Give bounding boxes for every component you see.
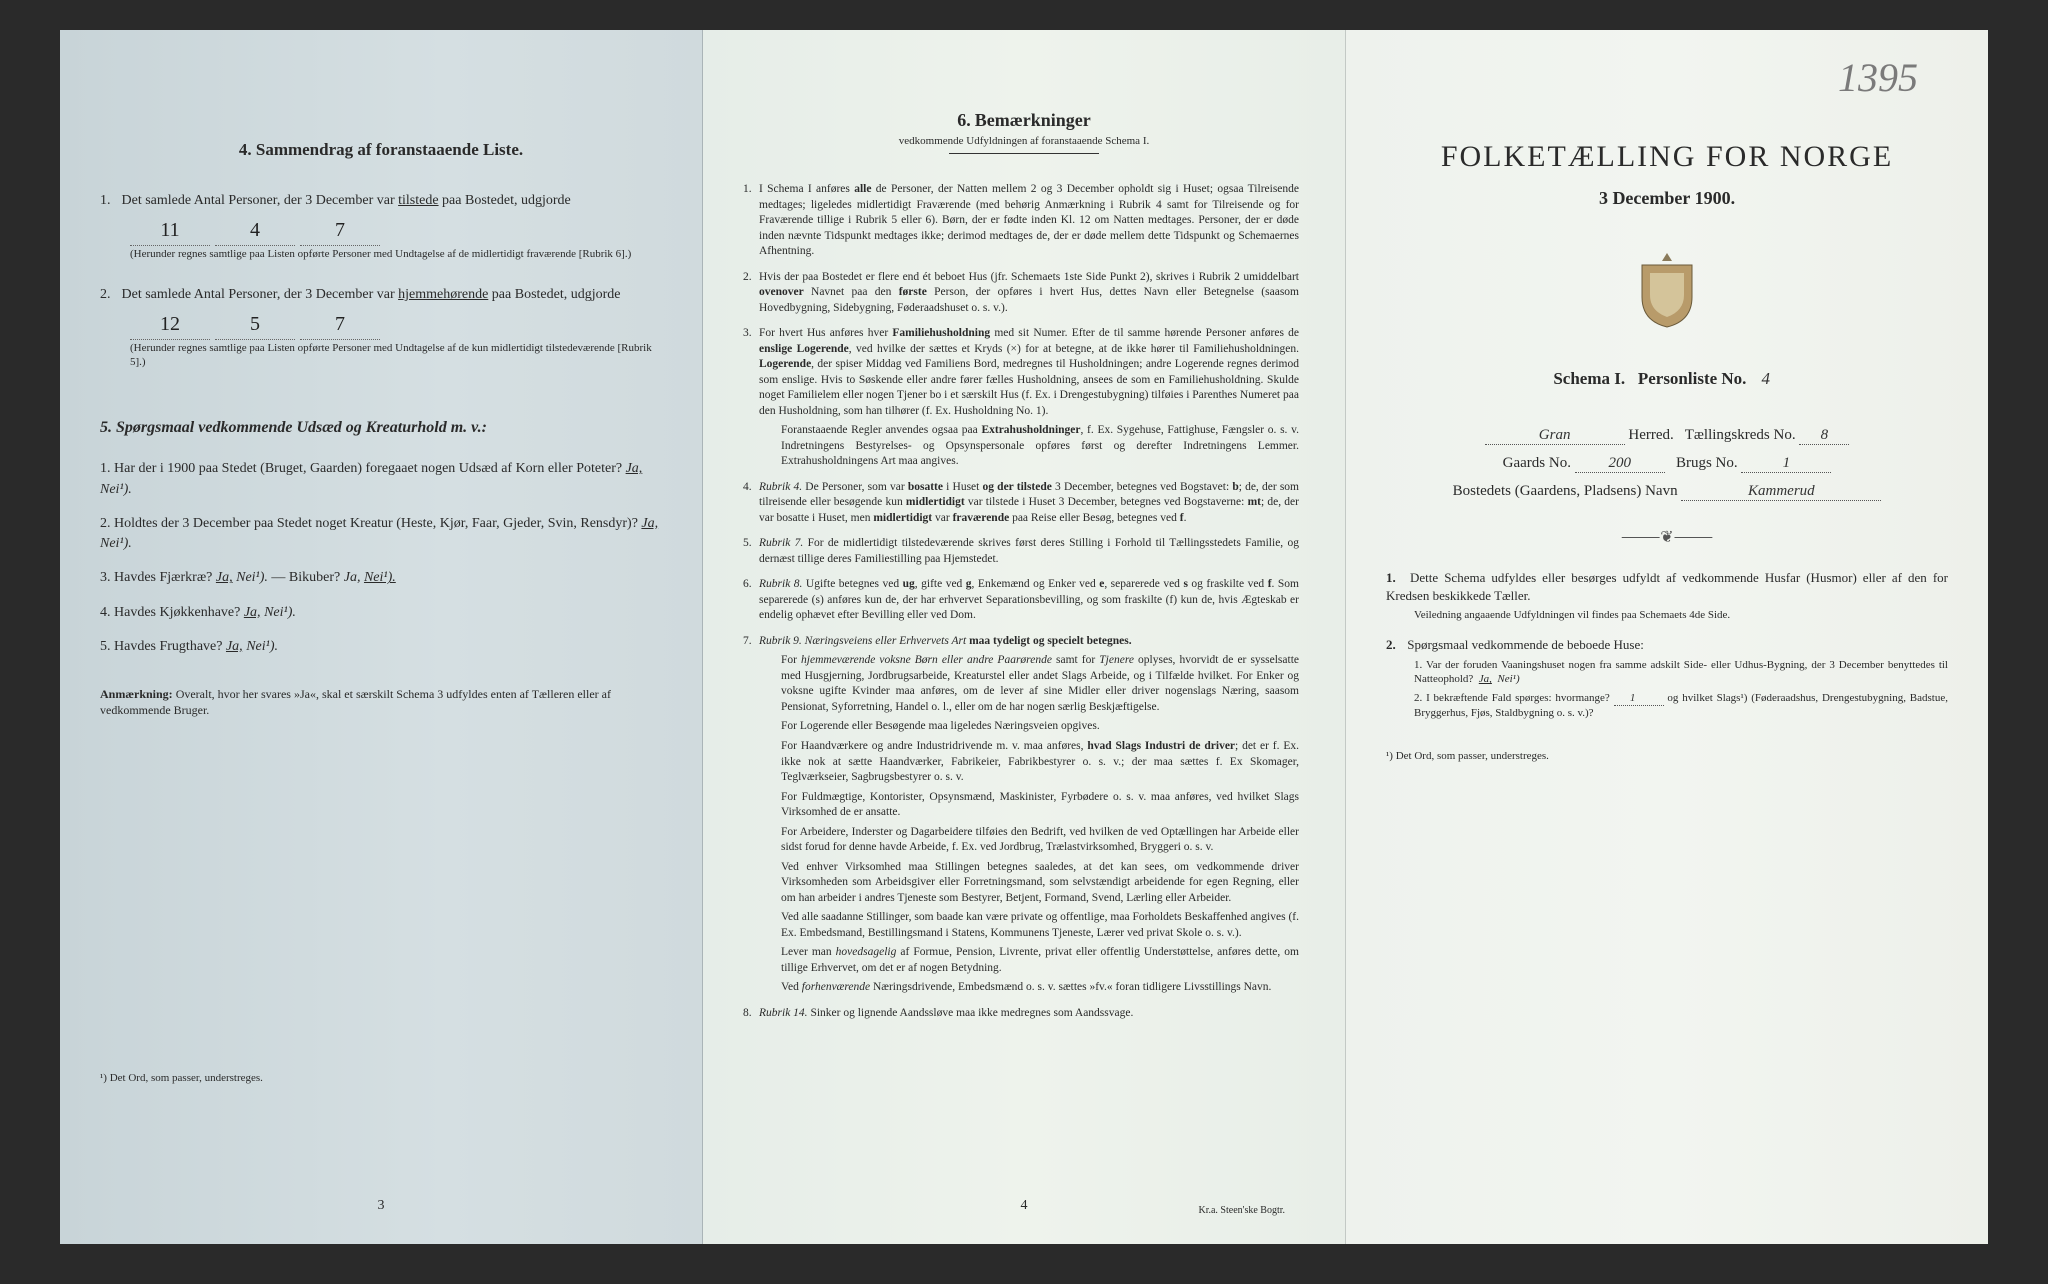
census-date: 3 December 1900. [1386, 188, 1948, 209]
question-item: 3. Havdes Fjærkræ? Ja, Nei¹). — Bikuber?… [100, 568, 662, 588]
remark-item: 6.Rubrik 8. Ugifte betegnes ved ug, gift… [743, 577, 1305, 624]
rule-divider [949, 153, 1099, 154]
bosted-row: Bostedets (Gaardens, Pladsens) Navn Kamm… [1386, 483, 1948, 501]
handwritten-counts-1: 11 4 7 [130, 215, 662, 246]
remark-item: 4.Rubrik 4. De Personer, som var bosatte… [743, 480, 1305, 527]
section-6-heading: 6. Bemærkninger vedkommende Udfyldningen… [743, 110, 1305, 154]
page-number-4: 4 [1021, 1198, 1028, 1214]
anmaerkning: Anmærkning: Overalt, hvor her svares »Ja… [100, 687, 662, 718]
question-item: 2. Holdtes der 3 December paa Stedet nog… [100, 514, 662, 555]
instructions-list: 1. Dette Schema udfyldes eller besørges … [1386, 569, 1948, 720]
remark-item: 2.Hvis der paa Bostedet er flere end ét … [743, 270, 1305, 317]
page-1-right-cover: 1395 FOLKETÆLLING FOR NORGE 3 December 1… [1346, 30, 1988, 1244]
remark-item: 3.For hvert Hus anføres hver Familiehush… [743, 326, 1305, 470]
handwritten-counts-2: 12 5 7 [130, 309, 662, 340]
page-3-left: 4. Sammendrag af foranstaaende Liste. 1.… [60, 30, 703, 1244]
gaards-row: Gaards No. 200 Brugs No. 1 [1386, 455, 1948, 473]
question-item: 5. Havdes Frugthave? Ja, Nei¹). [100, 637, 662, 657]
footnote-right: ¹) Det Ord, som passer, understreges. [1386, 750, 1948, 762]
remark-item: 5.Rubrik 7. For de midlertidigt tilstede… [743, 536, 1305, 567]
summary-item-2: 2. Det samlede Antal Personer, der 3 Dec… [100, 284, 662, 370]
remark-item: 8.Rubrik 14. Sinker og lignende Aandsslø… [743, 1006, 1305, 1022]
summary-item-1: 1. Det samlede Antal Personer, der 3 Dec… [100, 190, 662, 262]
section-4-heading: 4. Sammendrag af foranstaaende Liste. [100, 140, 662, 160]
remark-item: 1.I Schema I anføres alle de Personer, d… [743, 182, 1305, 260]
ornament-divider: ⸻❦⸻ [1386, 523, 1948, 547]
printer-credit: Kr.a. Steen'ske Bogtr. [1198, 1205, 1285, 1216]
coat-of-arms-icon [1632, 249, 1702, 329]
handwritten-folio-number: 1395 [1838, 54, 1918, 101]
section-5-heading: 5. Spørgsmaal vedkommende Udsæd og Kreat… [100, 419, 662, 437]
page-4-middle: 6. Bemærkninger vedkommende Udfyldningen… [703, 30, 1346, 1244]
instruction-item: 2. Spørgsmaal vedkommende de beboede Hus… [1386, 636, 1948, 720]
question-item: 4. Havdes Kjøkkenhave? Ja, Nei¹). [100, 603, 662, 623]
remark-item: 7.Rubrik 9. Næringsveiens eller Erhverve… [743, 634, 1305, 996]
schema-line: Schema I. Personliste No. 4 [1386, 369, 1948, 389]
remarks-list: 1.I Schema I anføres alle de Personer, d… [743, 182, 1305, 1021]
herred-row: Gran Herred. Tællingskreds No. 8 [1386, 427, 1948, 445]
question-item: 1. Har der i 1900 paa Stedet (Bruget, Ga… [100, 459, 662, 500]
question-list: 1. Har der i 1900 paa Stedet (Bruget, Ga… [100, 459, 662, 657]
census-title: FOLKETÆLLING FOR NORGE [1386, 140, 1948, 174]
page-number-3: 3 [378, 1198, 385, 1214]
instruction-item: 1. Dette Schema udfyldes eller besørges … [1386, 569, 1948, 622]
census-document: 4. Sammendrag af foranstaaende Liste. 1.… [60, 30, 1988, 1244]
footnote-left: ¹) Det Ord, som passer, understreges. [100, 1072, 263, 1084]
